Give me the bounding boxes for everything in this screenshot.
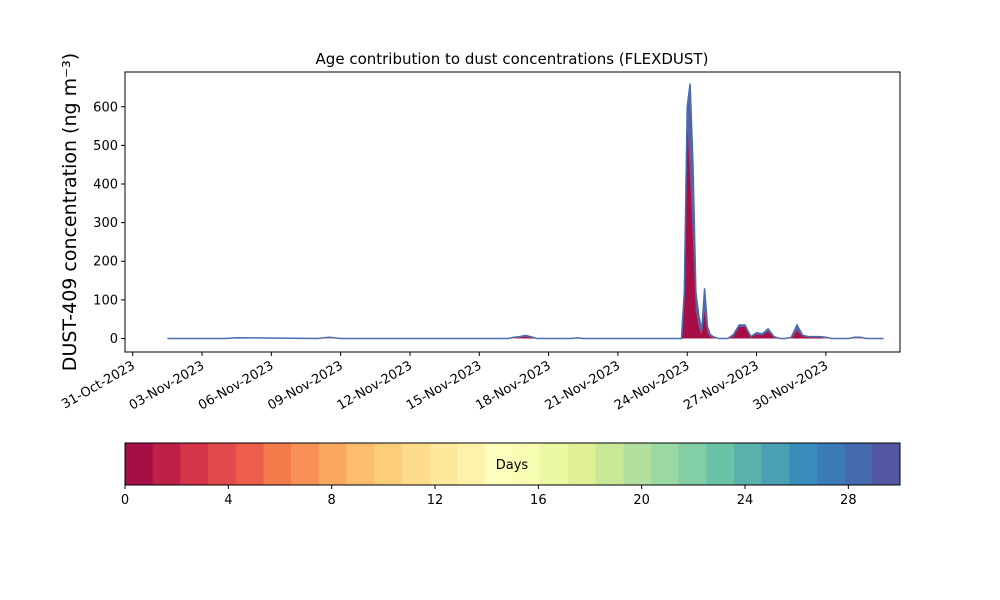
colorbar-swatch <box>650 443 680 485</box>
colorbar-tick-label: 12 <box>427 493 444 508</box>
y-tick-label: 100 <box>93 293 118 308</box>
colorbar-swatch <box>512 443 541 485</box>
colorbar-tick-label: 16 <box>530 493 547 508</box>
colorbar-swatch <box>401 443 430 485</box>
colorbar-swatch <box>457 443 486 485</box>
colorbar-swatch <box>180 443 209 485</box>
y-tick-label: 600 <box>93 100 118 115</box>
colorbar-swatch <box>291 443 320 485</box>
colorbar <box>124 442 901 486</box>
colorbar-swatch <box>484 443 513 485</box>
y-tick-label: 500 <box>93 139 118 154</box>
colorbar-swatch <box>789 443 818 485</box>
colorbar-tick-label: 4 <box>224 493 232 508</box>
colorbar-swatch <box>816 443 846 485</box>
colorbar-tick-label: 24 <box>737 493 754 508</box>
colorbar-swatch <box>872 443 901 485</box>
colorbar-swatch <box>623 443 652 485</box>
y-axis-label: DUST-409 concentration (ng m⁻³) <box>59 53 81 371</box>
colorbar-swatch <box>263 443 292 485</box>
colorbar-swatch <box>706 443 735 485</box>
colorbar-swatch <box>318 443 347 485</box>
colorbar-swatch <box>152 443 181 485</box>
y-tick-label: 0 <box>110 332 118 347</box>
total-concentration-line <box>167 83 884 340</box>
chart-title: Age contribution to dust concentrations … <box>316 50 709 68</box>
y-tick-label: 300 <box>93 216 118 231</box>
colorbar-swatch <box>844 443 873 485</box>
colorbar-tick-label: 8 <box>328 493 336 508</box>
colorbar-label: Days <box>496 458 529 473</box>
y-tick-label: 200 <box>93 255 118 270</box>
colorbar-swatch <box>235 443 264 485</box>
plot-frame <box>124 71 901 353</box>
colorbar-swatch <box>374 443 403 485</box>
colorbar-swatch <box>733 443 763 485</box>
colorbar-swatch <box>346 443 375 485</box>
colorbar-axis: 0 4 8 12 16 20 24 28 <box>121 485 857 508</box>
y-tick-label: 400 <box>93 178 118 193</box>
plot-area <box>124 71 901 353</box>
colorbar-swatch <box>125 443 154 485</box>
colorbar-frame <box>124 442 901 486</box>
colorbar-swatch <box>761 443 790 485</box>
colorbar-swatch <box>429 443 458 485</box>
colorbar-swatch <box>208 443 237 485</box>
y-axis: 0 100 200 300 400 500 600 <box>93 100 125 347</box>
colorbar-tick-label: 20 <box>633 493 650 508</box>
colorbar-tick-label: 0 <box>121 493 129 508</box>
colorbar-swatch <box>540 443 569 485</box>
colorbar-swatch <box>678 443 707 485</box>
colorbar-swatch <box>595 443 624 485</box>
colorbar-swatch <box>567 443 597 485</box>
colorbar-tick-label: 28 <box>840 493 857 508</box>
